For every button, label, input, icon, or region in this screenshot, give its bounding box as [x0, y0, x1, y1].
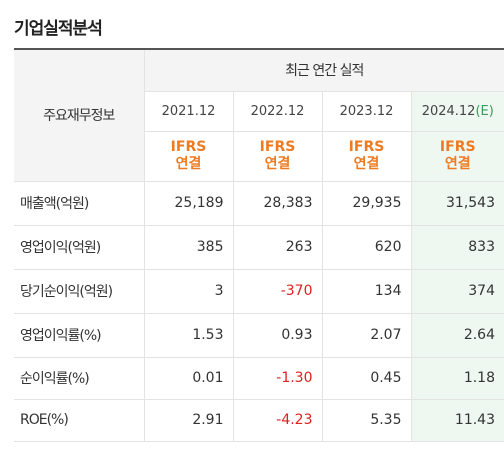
- row-label: 영업이익률(%): [14, 313, 145, 358]
- value-cell: 31,543: [411, 181, 504, 226]
- row-label: ROE(%): [14, 399, 145, 442]
- accounting-standard: IFRS 연결: [411, 131, 504, 182]
- label-column-header: 주요재무정보: [14, 48, 145, 182]
- year-header-row: 2021.12 2022.12 2023.12 2024.12(E): [14, 91, 504, 132]
- standard-header-row: IFRS 연결 IFRS 연결 IFRS 연결 IFRS 연결: [14, 131, 504, 182]
- value-cell: 29,935: [322, 181, 412, 226]
- accounting-standard: IFRS 연결: [144, 131, 234, 182]
- accounting-standard: IFRS 연결: [322, 131, 412, 182]
- row-label: 당기순이익(억원): [14, 269, 145, 314]
- value-cell: 0.93: [233, 313, 323, 358]
- accounting-standard: IFRS 연결: [233, 131, 323, 182]
- table-row: 영업이익률(%) 1.53 0.93 2.07 2.64: [14, 313, 504, 358]
- year-header: 2021.12: [144, 91, 234, 132]
- table-row: 영업이익(억원) 385 263 620 833: [14, 225, 504, 270]
- year-header: 2022.12: [233, 91, 323, 132]
- value-cell: 374: [411, 269, 504, 314]
- value-cell: 2.91: [144, 399, 234, 442]
- value-cell: 620: [322, 225, 412, 270]
- value-cell: 0.45: [322, 357, 412, 400]
- table-row: 매출액(억원) 25,189 28,383 29,935 31,543: [14, 181, 504, 226]
- value-cell: 2.07: [322, 313, 412, 358]
- value-cell: 28,383: [233, 181, 323, 226]
- value-cell: 11.43: [411, 399, 504, 442]
- value-cell: -1.30: [233, 357, 323, 400]
- table-row: 순이익률(%) 0.01 -1.30 0.45 1.18: [14, 357, 504, 400]
- period-group-header: 최근 연간 실적: [144, 48, 504, 92]
- value-cell: 833: [411, 225, 504, 270]
- section-title: 기업실적분석: [14, 19, 103, 39]
- value-cell: 1.18: [411, 357, 504, 400]
- year-header: 2023.12: [322, 91, 412, 132]
- value-cell: 1.53: [144, 313, 234, 358]
- value-cell: -4.23: [233, 399, 323, 442]
- value-cell: 5.35: [322, 399, 412, 442]
- value-cell: 0.01: [144, 357, 234, 400]
- value-cell: 25,189: [144, 181, 234, 226]
- value-cell: 3: [144, 269, 234, 314]
- row-label: 매출액(억원): [14, 181, 145, 226]
- table-row: 당기순이익(억원) 3 -370 134 374: [14, 269, 504, 314]
- financial-summary-table: 주요재무정보 최근 연간 실적 2021.12 2022.12 2023.12 …: [14, 48, 504, 442]
- value-cell: 385: [144, 225, 234, 270]
- table-row: ROE(%) 2.91 -4.23 5.35 11.43: [14, 399, 504, 442]
- value-cell: 134: [322, 269, 412, 314]
- value-cell: 2.64: [411, 313, 504, 358]
- year-header-estimate: 2024.12(E): [411, 91, 504, 132]
- row-label: 영업이익(억원): [14, 225, 145, 270]
- value-cell: 263: [233, 225, 323, 270]
- value-cell: -370: [233, 269, 323, 314]
- row-label: 순이익률(%): [14, 357, 145, 400]
